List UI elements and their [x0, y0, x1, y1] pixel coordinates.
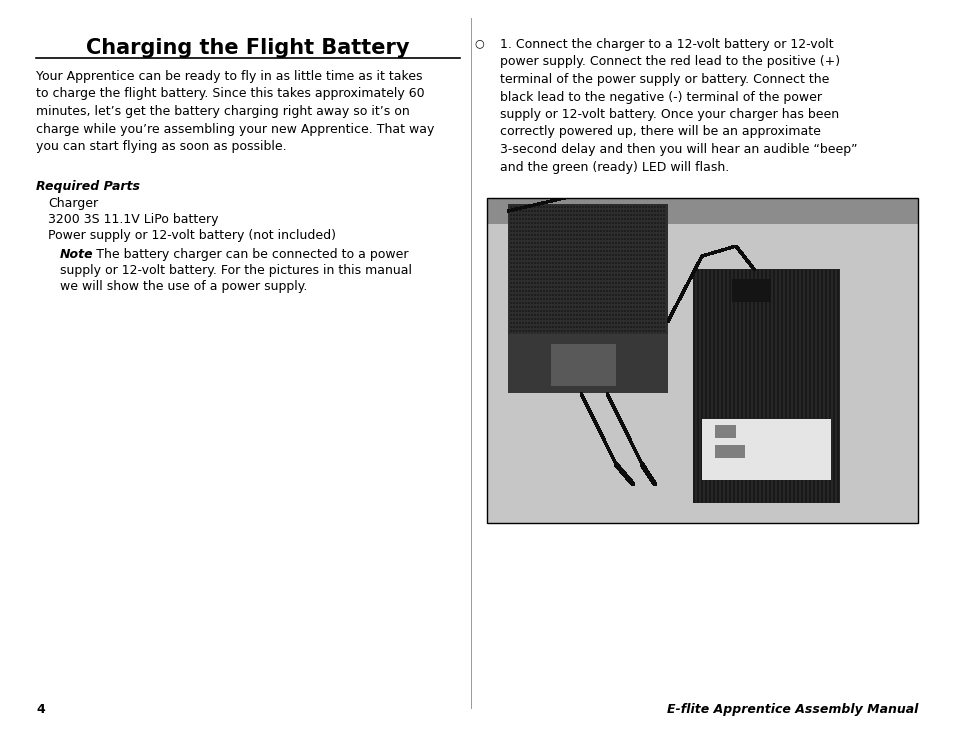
Bar [486, 198, 917, 523]
Text: supply or 12-volt battery. For the pictures in this manual: supply or 12-volt battery. For the pictu… [60, 264, 412, 277]
Text: E-flite Apprentice Assembly Manual: E-flite Apprentice Assembly Manual [666, 703, 917, 716]
Text: Your Apprentice can be ready to fly in as little time as it takes
to charge the : Your Apprentice can be ready to fly in a… [36, 70, 434, 153]
Text: we will show the use of a power supply.: we will show the use of a power supply. [60, 280, 307, 293]
Text: ○: ○ [474, 38, 483, 48]
Text: Required Parts: Required Parts [36, 180, 140, 193]
Text: : The battery charger can be connected to a power: : The battery charger can be connected t… [88, 248, 408, 261]
Text: Power supply or 12-volt battery (not included): Power supply or 12-volt battery (not inc… [48, 229, 335, 242]
Text: 4: 4 [36, 703, 45, 716]
Text: 3200 3S 11.1V LiPo battery: 3200 3S 11.1V LiPo battery [48, 213, 218, 226]
Text: Note: Note [60, 248, 93, 261]
Text: Charger: Charger [48, 197, 98, 210]
Text: Charging the Flight Battery: Charging the Flight Battery [86, 38, 410, 58]
Text: 1. Connect the charger to a 12-volt battery or 12-volt
power supply. Connect the: 1. Connect the charger to a 12-volt batt… [499, 38, 857, 173]
